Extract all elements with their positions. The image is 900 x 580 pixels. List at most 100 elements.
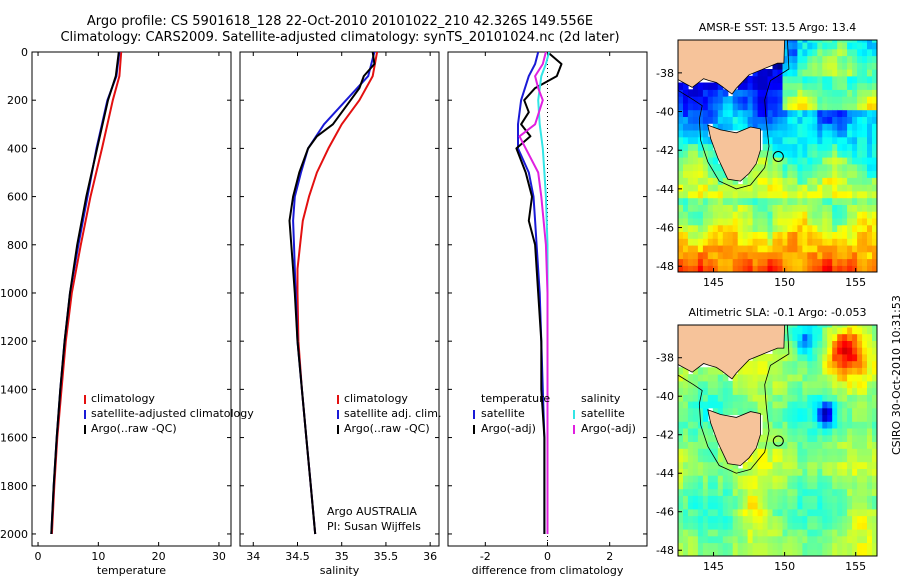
heatmap-cell <box>867 109 873 117</box>
heatmap-cell <box>687 542 694 550</box>
heatmap-cell <box>827 428 833 436</box>
heatmap-cell <box>797 197 803 205</box>
heatmap-cell <box>717 244 724 253</box>
heatmap-cell <box>847 481 853 490</box>
heatmap-cell <box>742 374 749 382</box>
heatmap-cell <box>712 454 719 463</box>
heatmap-cell <box>787 157 793 165</box>
heatmap-cell <box>782 136 789 145</box>
heatmap-cell <box>707 529 714 537</box>
heatmap-cell <box>797 380 803 389</box>
heatmap-cell <box>717 542 724 550</box>
heatmap-cell <box>762 217 769 226</box>
heatmap-cell <box>857 157 863 165</box>
heatmap-cell <box>757 150 764 158</box>
heatmap-cell <box>702 522 709 530</box>
heatmap-cell <box>697 535 704 544</box>
heatmap-cell <box>712 116 719 124</box>
heatmap-cell <box>757 211 764 219</box>
heatmap-cell <box>847 211 853 219</box>
heatmap-cell <box>807 542 813 550</box>
heatmap-cell <box>737 407 744 416</box>
heatmap-cell <box>862 353 868 362</box>
heatmap-cell <box>837 468 843 476</box>
heatmap-cell <box>792 190 798 199</box>
heatmap-cell <box>772 150 779 158</box>
heatmap-cell <box>707 251 714 260</box>
heatmap-cell <box>802 251 808 260</box>
heatmap-cell <box>812 143 818 151</box>
heatmap-cell <box>842 238 848 246</box>
heatmap-cell <box>732 401 739 409</box>
heatmap-cell <box>872 170 877 178</box>
heatmap-cell <box>772 380 779 389</box>
heatmap-cell <box>777 529 784 537</box>
heatmap-cell <box>707 367 714 375</box>
heatmap-cell <box>683 150 689 158</box>
heatmap-cell <box>707 109 714 117</box>
heatmap-cell <box>777 542 784 550</box>
heatmap-cell <box>847 82 853 90</box>
heatmap-cell <box>678 224 684 232</box>
heatmap-cell <box>837 434 843 442</box>
heatmap-cell <box>772 136 779 145</box>
heatmap-cell <box>687 150 694 158</box>
heatmap-cell <box>687 454 694 463</box>
y-tick-label: 200 <box>7 94 28 107</box>
heatmap-cell <box>767 96 774 104</box>
heatmap-cell <box>857 448 863 456</box>
heatmap-cell <box>827 123 833 131</box>
heatmap-cell <box>782 217 789 226</box>
heatmap-cell <box>872 475 877 483</box>
heatmap-cell <box>717 224 724 232</box>
heatmap-cell <box>747 96 754 104</box>
heatmap-cell <box>817 177 823 185</box>
heatmap-cell <box>747 515 754 523</box>
heatmap-cell <box>702 136 709 145</box>
heatmap-cell <box>737 102 744 111</box>
heatmap-cell <box>802 48 808 57</box>
heatmap-cell <box>842 177 848 185</box>
heatmap-cell <box>712 495 719 503</box>
heatmap-cell <box>847 428 853 436</box>
heatmap-cell <box>802 394 808 402</box>
heatmap-cell <box>797 89 803 97</box>
heatmap-cell <box>847 251 853 260</box>
heatmap-cell <box>722 211 729 219</box>
heatmap-cell <box>842 441 848 449</box>
heatmap-cell <box>867 40 873 43</box>
heatmap-cell <box>822 502 828 510</box>
heatmap-cell <box>817 529 823 537</box>
heatmap-cell <box>827 129 833 138</box>
heatmap-cell <box>877 204 883 211</box>
heatmap-cell <box>822 515 828 523</box>
heatmap-cell <box>852 515 858 523</box>
heatmap-cell <box>817 96 823 104</box>
heatmap-cell <box>717 177 724 185</box>
heatmap-cell <box>702 414 709 422</box>
heatmap-cell <box>857 123 863 131</box>
heatmap-cell <box>787 129 793 138</box>
heatmap-cell <box>827 529 833 537</box>
heatmap-cell <box>767 515 774 523</box>
heatmap-cell <box>872 441 877 449</box>
heatmap-cell <box>802 116 808 124</box>
heatmap-cell <box>807 360 813 368</box>
heatmap-cell <box>742 529 749 537</box>
heatmap-cell <box>752 116 759 124</box>
heatmap-cell <box>872 522 877 530</box>
heatmap-cell <box>687 163 694 172</box>
heatmap-cell <box>862 380 868 389</box>
heatmap-cell <box>807 488 813 496</box>
heatmap-cell <box>872 69 877 77</box>
heatmap-cell <box>847 96 853 104</box>
heatmap-cell <box>782 333 789 341</box>
heatmap-cell <box>832 401 838 409</box>
heatmap-cell <box>678 163 684 172</box>
heatmap-cell <box>727 407 734 416</box>
heatmap-cell <box>847 441 853 449</box>
heatmap-cell <box>762 123 769 131</box>
heatmap-cell <box>822 231 828 239</box>
heatmap-cell <box>782 428 789 436</box>
heatmap-cell <box>678 238 684 246</box>
